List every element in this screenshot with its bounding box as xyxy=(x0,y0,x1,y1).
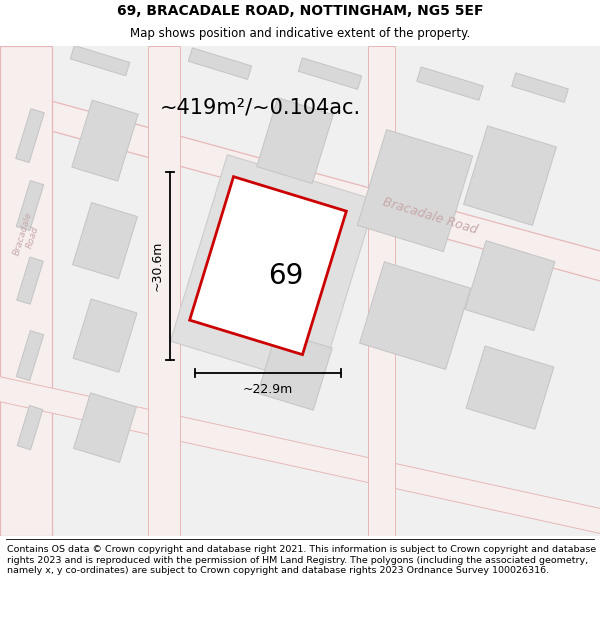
Polygon shape xyxy=(512,73,568,102)
Polygon shape xyxy=(72,100,138,181)
Polygon shape xyxy=(257,98,333,184)
Polygon shape xyxy=(73,299,137,372)
Polygon shape xyxy=(190,177,346,354)
Text: Bracadale Road: Bracadale Road xyxy=(381,195,479,236)
Polygon shape xyxy=(298,58,362,89)
Polygon shape xyxy=(0,376,600,536)
Text: ~30.6m: ~30.6m xyxy=(151,241,164,291)
Text: Contains OS data © Crown copyright and database right 2021. This information is : Contains OS data © Crown copyright and d… xyxy=(7,545,596,575)
Text: 69, BRACADALE ROAD, NOTTINGHAM, NG5 5EF: 69, BRACADALE ROAD, NOTTINGHAM, NG5 5EF xyxy=(117,4,483,18)
Polygon shape xyxy=(465,241,555,331)
Text: 69: 69 xyxy=(268,262,304,289)
Polygon shape xyxy=(0,46,52,536)
Polygon shape xyxy=(0,86,600,284)
Polygon shape xyxy=(170,155,376,386)
Text: Map shows position and indicative extent of the property.: Map shows position and indicative extent… xyxy=(130,28,470,40)
Polygon shape xyxy=(0,46,600,536)
Polygon shape xyxy=(16,181,44,231)
Polygon shape xyxy=(16,331,44,381)
Text: ~419m²/~0.104ac.: ~419m²/~0.104ac. xyxy=(160,98,361,118)
Polygon shape xyxy=(359,262,470,369)
Text: ~22.9m: ~22.9m xyxy=(243,382,293,396)
Polygon shape xyxy=(417,67,483,100)
Polygon shape xyxy=(148,46,180,536)
Polygon shape xyxy=(464,126,556,226)
Polygon shape xyxy=(17,406,43,450)
Polygon shape xyxy=(358,129,473,252)
Polygon shape xyxy=(74,393,136,462)
Polygon shape xyxy=(17,257,43,304)
Polygon shape xyxy=(258,331,332,410)
Polygon shape xyxy=(70,46,130,76)
Polygon shape xyxy=(73,202,137,279)
Polygon shape xyxy=(16,109,44,162)
Text: Bracadale
Road: Bracadale Road xyxy=(12,211,44,260)
Polygon shape xyxy=(368,46,395,536)
Polygon shape xyxy=(466,346,554,429)
Polygon shape xyxy=(188,48,251,79)
